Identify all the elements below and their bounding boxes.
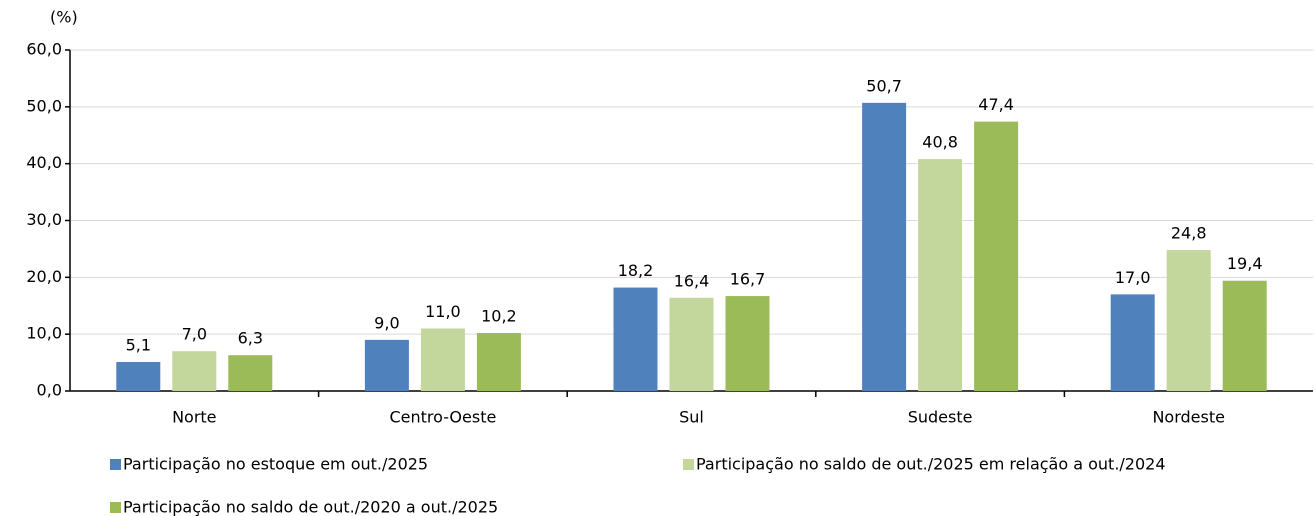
bar: [420, 328, 465, 391]
value-label: 17,0: [1115, 268, 1151, 287]
y-tick-label: 40,0: [26, 153, 62, 172]
bar: [116, 362, 161, 391]
value-label: 7,0: [182, 325, 207, 344]
value-label: 47,4: [978, 95, 1014, 114]
value-label: 6,3: [238, 329, 263, 348]
bar: [918, 159, 963, 391]
x-tick-label: Nordeste: [1152, 408, 1225, 427]
bar: [862, 102, 907, 391]
bar: [613, 287, 658, 391]
value-label: 16,7: [730, 270, 766, 289]
y-tick-label: 10,0: [26, 324, 62, 343]
bar: [228, 355, 273, 391]
value-label: 11,0: [425, 302, 461, 321]
x-tick-label: Norte: [172, 408, 216, 427]
bar: [476, 333, 521, 391]
bar: [364, 339, 409, 391]
y-axis-label: (%): [50, 8, 78, 27]
y-tick-label: 0,0: [37, 381, 62, 400]
y-tick-label: 60,0: [26, 40, 62, 59]
bar: [1222, 280, 1267, 391]
bar: [172, 351, 217, 391]
y-tick-label: 20,0: [26, 267, 62, 286]
legend-label: Participação no saldo de out./2020 a out…: [123, 498, 498, 516]
x-tick-label: Centro-Oeste: [389, 408, 496, 427]
bar: [1110, 294, 1155, 391]
legend-swatch: [683, 459, 694, 470]
legend-label: Participação no saldo de out./2025 em re…: [696, 455, 1166, 474]
x-tick-label: Sudeste: [908, 408, 973, 427]
value-label: 50,7: [866, 76, 902, 95]
value-label: 18,2: [618, 261, 654, 280]
x-tick-label: Sul: [679, 408, 704, 427]
value-label: 10,2: [481, 307, 517, 326]
bar: [974, 121, 1019, 392]
value-label: 19,4: [1227, 254, 1263, 273]
value-label: 5,1: [126, 336, 151, 355]
legend-label: Participação no estoque em out./2025: [123, 455, 428, 474]
legend-swatch: [110, 459, 121, 470]
bar: [725, 296, 770, 391]
bar: [669, 297, 714, 391]
value-label: 24,8: [1171, 224, 1207, 243]
y-tick-label: 50,0: [26, 96, 62, 115]
value-label: 40,8: [922, 133, 958, 152]
value-label: 9,0: [374, 313, 399, 332]
value-label: 16,4: [674, 271, 710, 290]
y-tick-label: 30,0: [26, 210, 62, 229]
bar: [1166, 250, 1211, 391]
legend-swatch: [110, 502, 121, 513]
